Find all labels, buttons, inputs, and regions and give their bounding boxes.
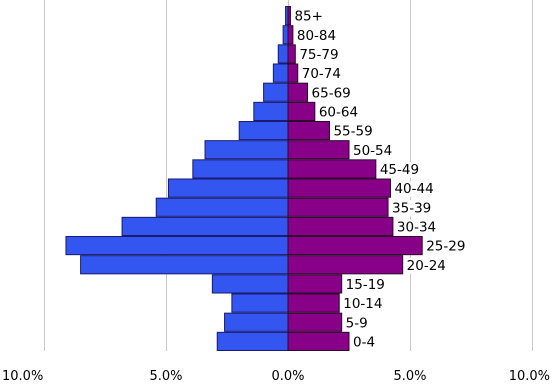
bar-right-30-34 [287, 216, 394, 236]
age-label-background [332, 123, 374, 140]
age-label-background [405, 257, 447, 274]
age-label-background [352, 334, 377, 351]
age-group-label: 65-69 [312, 85, 351, 101]
age-group-label: 80-84 [297, 28, 336, 44]
age-label-background [352, 142, 394, 159]
bar-right-65-69 [287, 82, 309, 102]
age-label-background [342, 296, 384, 313]
x-tick-label: 10.0% [2, 369, 43, 384]
bar-left-15-19 [211, 274, 289, 294]
age-group-label: 85+ [294, 9, 323, 25]
age-group-label: 30-34 [397, 219, 436, 235]
age-label-background [391, 200, 433, 217]
bar-left-45-49 [192, 159, 289, 179]
age-group-label: 25-29 [426, 239, 465, 255]
x-tick-label: 10.0% [509, 369, 550, 384]
age-label-background [298, 46, 340, 63]
age-label-background [393, 181, 435, 198]
age-label-background [295, 27, 338, 44]
age-label-background [310, 85, 352, 102]
bar-right-20-24 [287, 255, 404, 275]
bar-left-70-74 [272, 63, 289, 83]
age-group-label: 55-59 [333, 124, 372, 140]
age-label-background [395, 219, 438, 236]
bar-right-80-84 [287, 25, 294, 45]
bar-right-50-54 [287, 140, 350, 160]
bar-left-10-14 [231, 293, 289, 313]
bar-right-40-44 [287, 178, 391, 198]
x-tick-label: 0.0% [271, 369, 304, 384]
bar-right-15-19 [287, 274, 343, 294]
ticks-layer: 10.0% 5.0% 0.0% 5.0% 10.0% [2, 369, 550, 384]
age-label-background [344, 315, 369, 332]
age-group-label: 40-44 [394, 181, 433, 197]
age-group-label: 20-24 [407, 258, 446, 274]
age-group-label: 70-74 [302, 66, 341, 82]
age-group-label: 60-64 [319, 104, 358, 120]
age-group-label: 10-14 [343, 296, 382, 312]
age-group-label: 45-49 [380, 162, 419, 178]
age-group-label: 35-39 [392, 200, 431, 216]
bar-left-60-64 [253, 101, 289, 122]
x-tick-label: 5.0% [393, 369, 426, 384]
bar-left-35-39 [155, 197, 289, 217]
bar-left-75-79 [277, 44, 289, 64]
age-group-label: 5-9 [346, 315, 368, 331]
bar-left-80-84 [282, 25, 289, 45]
bar-left-55-59 [238, 121, 289, 141]
age-label-background [425, 238, 467, 255]
bar-right-35-39 [287, 197, 389, 217]
age-label-background [378, 161, 421, 178]
bar-left-0-4 [216, 331, 289, 352]
bar-right-25-29 [287, 236, 423, 256]
bar-right-60-64 [287, 101, 316, 122]
age-label-background [293, 8, 324, 25]
bar-right-5-9 [287, 312, 343, 332]
bar-right-85+ [287, 6, 291, 26]
age-group-label: 15-19 [346, 277, 385, 293]
bar-right-10-14 [287, 293, 340, 313]
age-label-background [317, 104, 360, 121]
bar-left-40-44 [167, 178, 289, 198]
bar-left-5-9 [224, 312, 289, 332]
age-label-background [300, 66, 342, 83]
age-group-label: 0-4 [353, 334, 375, 350]
bars-layer [65, 6, 423, 352]
bar-left-65-69 [263, 82, 289, 102]
age-label-background [344, 276, 386, 293]
bar-left-20-24 [80, 255, 289, 275]
bar-right-0-4 [287, 331, 350, 352]
bar-left-30-34 [121, 216, 289, 236]
bar-left-25-29 [65, 236, 289, 256]
labels-layer: 85+ 80-84 75-79 70-74 65-69 60-64 55-59 50-54 45… [293, 8, 467, 351]
bar-right-45-49 [287, 159, 377, 179]
bar-right-75-79 [287, 44, 296, 64]
x-tick-label: 5.0% [149, 369, 182, 384]
bar-right-70-74 [287, 63, 299, 83]
bar-right-55-59 [287, 121, 330, 141]
age-group-label: 50-54 [353, 143, 392, 159]
age-group-label: 75-79 [299, 47, 338, 63]
bar-left-50-54 [204, 140, 289, 160]
